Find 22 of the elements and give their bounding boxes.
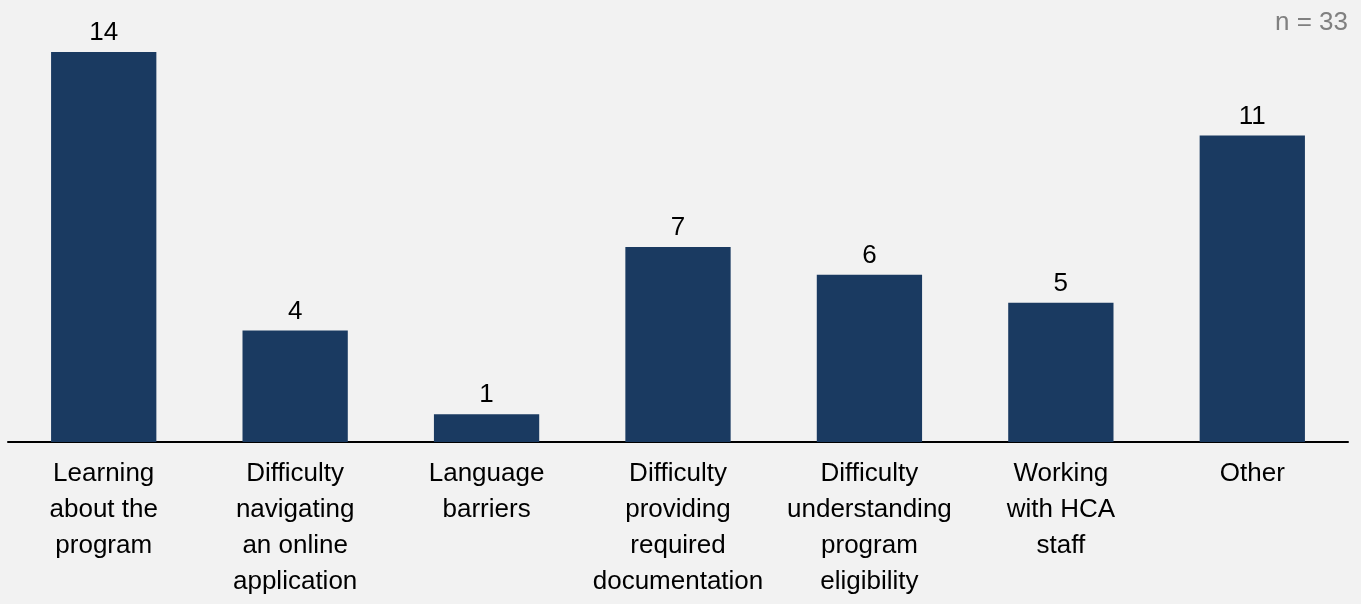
x-tick-label: Other xyxy=(1219,457,1286,487)
bar xyxy=(1199,135,1305,442)
bar xyxy=(242,330,348,442)
text: n = 33 xyxy=(1274,6,1348,36)
data-label: 14 xyxy=(89,16,119,46)
x-tick-label: Language barriers xyxy=(428,457,545,523)
x-tick-label: Working with HCA staff xyxy=(1005,457,1116,559)
data-label: 4 xyxy=(287,294,303,325)
bar xyxy=(51,52,157,442)
bar xyxy=(816,274,923,442)
data-label: 7 xyxy=(670,211,686,241)
x-tick-label: Difficulty navigating an online application xyxy=(232,457,358,595)
x-tick-label: Learning about the program xyxy=(49,457,158,559)
bar xyxy=(1008,302,1114,442)
x-tick-label: Difficulty providing required documentation xyxy=(592,457,764,595)
data-label: 11 xyxy=(1238,99,1266,130)
data-label: 6 xyxy=(862,238,877,269)
bar xyxy=(625,247,731,442)
data-label: 5 xyxy=(1053,266,1069,297)
bar xyxy=(433,414,540,442)
x-tick-label: Difficulty understanding program eligibility xyxy=(787,457,952,595)
data-label: 1 xyxy=(479,378,494,409)
